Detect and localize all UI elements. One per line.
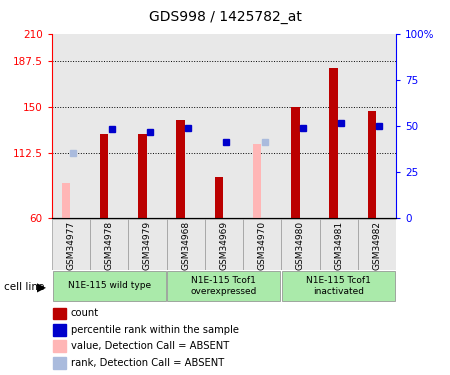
Bar <box>205 34 243 218</box>
Bar <box>100 134 108 218</box>
Bar <box>90 219 128 270</box>
Bar <box>329 68 338 218</box>
Text: N1E-115 Tcof1
overexpressed: N1E-115 Tcof1 overexpressed <box>191 276 257 296</box>
Text: GSM34980: GSM34980 <box>296 221 305 270</box>
Bar <box>54 308 66 320</box>
Bar <box>176 120 185 218</box>
Text: GSM34981: GSM34981 <box>334 221 343 270</box>
FancyBboxPatch shape <box>167 271 280 301</box>
Bar <box>54 357 66 369</box>
Bar <box>52 219 90 270</box>
Bar <box>128 219 166 270</box>
Bar <box>52 34 90 218</box>
Bar <box>291 107 300 218</box>
FancyBboxPatch shape <box>282 271 395 301</box>
Text: GSM34970: GSM34970 <box>257 221 266 270</box>
Bar <box>215 177 223 218</box>
Bar <box>358 34 396 218</box>
Bar <box>243 34 281 218</box>
Bar <box>320 34 358 218</box>
Bar <box>368 111 376 218</box>
Text: value, Detection Call = ABSENT: value, Detection Call = ABSENT <box>71 341 229 351</box>
Text: GSM34978: GSM34978 <box>104 221 113 270</box>
Bar <box>62 183 70 218</box>
Bar <box>90 34 128 218</box>
Text: N1E-115 Tcof1
inactivated: N1E-115 Tcof1 inactivated <box>306 276 371 296</box>
Text: GSM34968: GSM34968 <box>181 221 190 270</box>
Text: GSM34982: GSM34982 <box>373 221 382 270</box>
Bar <box>166 34 205 218</box>
Bar <box>54 324 66 336</box>
Text: GSM34969: GSM34969 <box>220 221 228 270</box>
Text: GSM34977: GSM34977 <box>67 221 76 270</box>
Text: percentile rank within the sample: percentile rank within the sample <box>71 325 238 335</box>
Bar <box>253 144 261 218</box>
FancyBboxPatch shape <box>53 271 166 301</box>
Text: N1E-115 wild type: N1E-115 wild type <box>68 281 151 290</box>
Bar <box>358 219 396 270</box>
Text: GSM34979: GSM34979 <box>143 221 152 270</box>
Text: cell line: cell line <box>4 282 45 292</box>
Bar <box>138 134 147 218</box>
Bar <box>243 219 281 270</box>
Bar <box>205 219 243 270</box>
Bar <box>166 219 205 270</box>
Text: count: count <box>71 309 99 318</box>
Bar <box>281 219 320 270</box>
Text: rank, Detection Call = ABSENT: rank, Detection Call = ABSENT <box>71 358 224 368</box>
Text: ▶: ▶ <box>37 282 46 294</box>
Bar <box>281 34 320 218</box>
Bar <box>320 219 358 270</box>
Text: GDS998 / 1425782_at: GDS998 / 1425782_at <box>148 10 302 24</box>
Bar <box>128 34 166 218</box>
Bar <box>54 340 66 352</box>
